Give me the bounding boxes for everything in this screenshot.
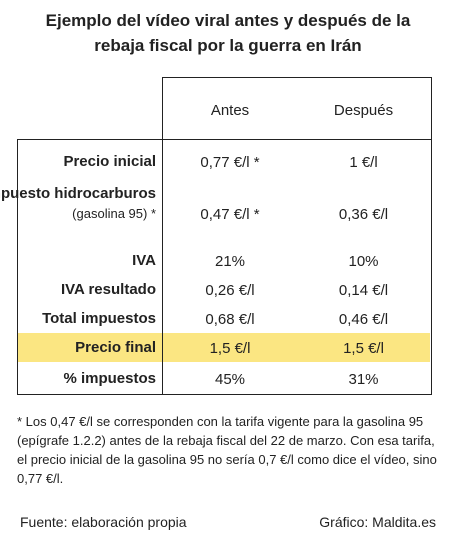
- cell-iva-despues: 10%: [348, 252, 379, 270]
- cell-impuesto-antes: 0,47 €/l *: [200, 205, 260, 223]
- cell-total-impuestos-despues: 0,46 €/l: [338, 310, 389, 328]
- cell-precio-inicial-despues: 1 €/l: [349, 153, 378, 171]
- cell-impuesto-despues: 0,36 €/l: [338, 205, 389, 223]
- row-label-impuesto-hidrocarburos-text: Impuesto hidrocarburos: [0, 185, 156, 202]
- row-label-precio-inicial: Precio inicial: [63, 153, 156, 170]
- column-divider: [162, 77, 163, 394]
- body-box: [17, 139, 432, 395]
- cell-precio-inicial-antes: 0,77 €/l *: [200, 153, 260, 171]
- cell-precio-final-despues: 1,5 €/l: [343, 339, 384, 357]
- row-label-iva: IVA: [132, 252, 156, 269]
- chart-credit: Gráfico: Maldita.es: [319, 514, 436, 530]
- highlight-row-background: [18, 333, 430, 362]
- cell-iva-resultado-antes: 0,26 €/l: [205, 281, 255, 299]
- row-label-precio-final: Precio final: [75, 339, 156, 356]
- cell-iva-resultado-despues: 0,14 €/l: [338, 281, 389, 299]
- column-header-despues: Después: [333, 101, 394, 119]
- cell-total-impuestos-antes: 0,68 €/l: [205, 310, 255, 328]
- row-sublabel-gasolina: (gasolina 95) *: [72, 206, 156, 221]
- row-label-iva-resultado: IVA resultado: [60, 281, 156, 298]
- source-credit: Fuente: elaboración propia: [20, 514, 187, 530]
- cell-porcentaje-antes: 45%: [214, 370, 246, 388]
- column-header-antes: Antes: [210, 101, 250, 119]
- cell-porcentaje-despues: 31%: [348, 370, 379, 388]
- row-label-porcentaje-impuestos: % impuestos: [63, 370, 156, 387]
- row-label-total-impuestos: Total impuestos: [42, 310, 156, 327]
- row-label-impuesto-hidrocarburos: Impuesto hidrocarburos (gasolina 95) *: [0, 183, 156, 224]
- chart-title-line-2: rebaja fiscal por la guerra en Irán: [94, 36, 362, 55]
- cell-precio-final-antes: 1,5 €/l: [209, 339, 251, 357]
- cell-iva-antes: 21%: [214, 252, 246, 270]
- chart-title-line-1: Ejemplo del vídeo viral antes y después …: [45, 11, 411, 30]
- comparison-table: Antes Después Precio inicial 0,77 €/l * …: [0, 77, 432, 395]
- footnote: * Los 0,47 €/l se corresponden con la ta…: [17, 414, 437, 486]
- chart-title: Ejemplo del vídeo viral antes y después …: [0, 8, 456, 58]
